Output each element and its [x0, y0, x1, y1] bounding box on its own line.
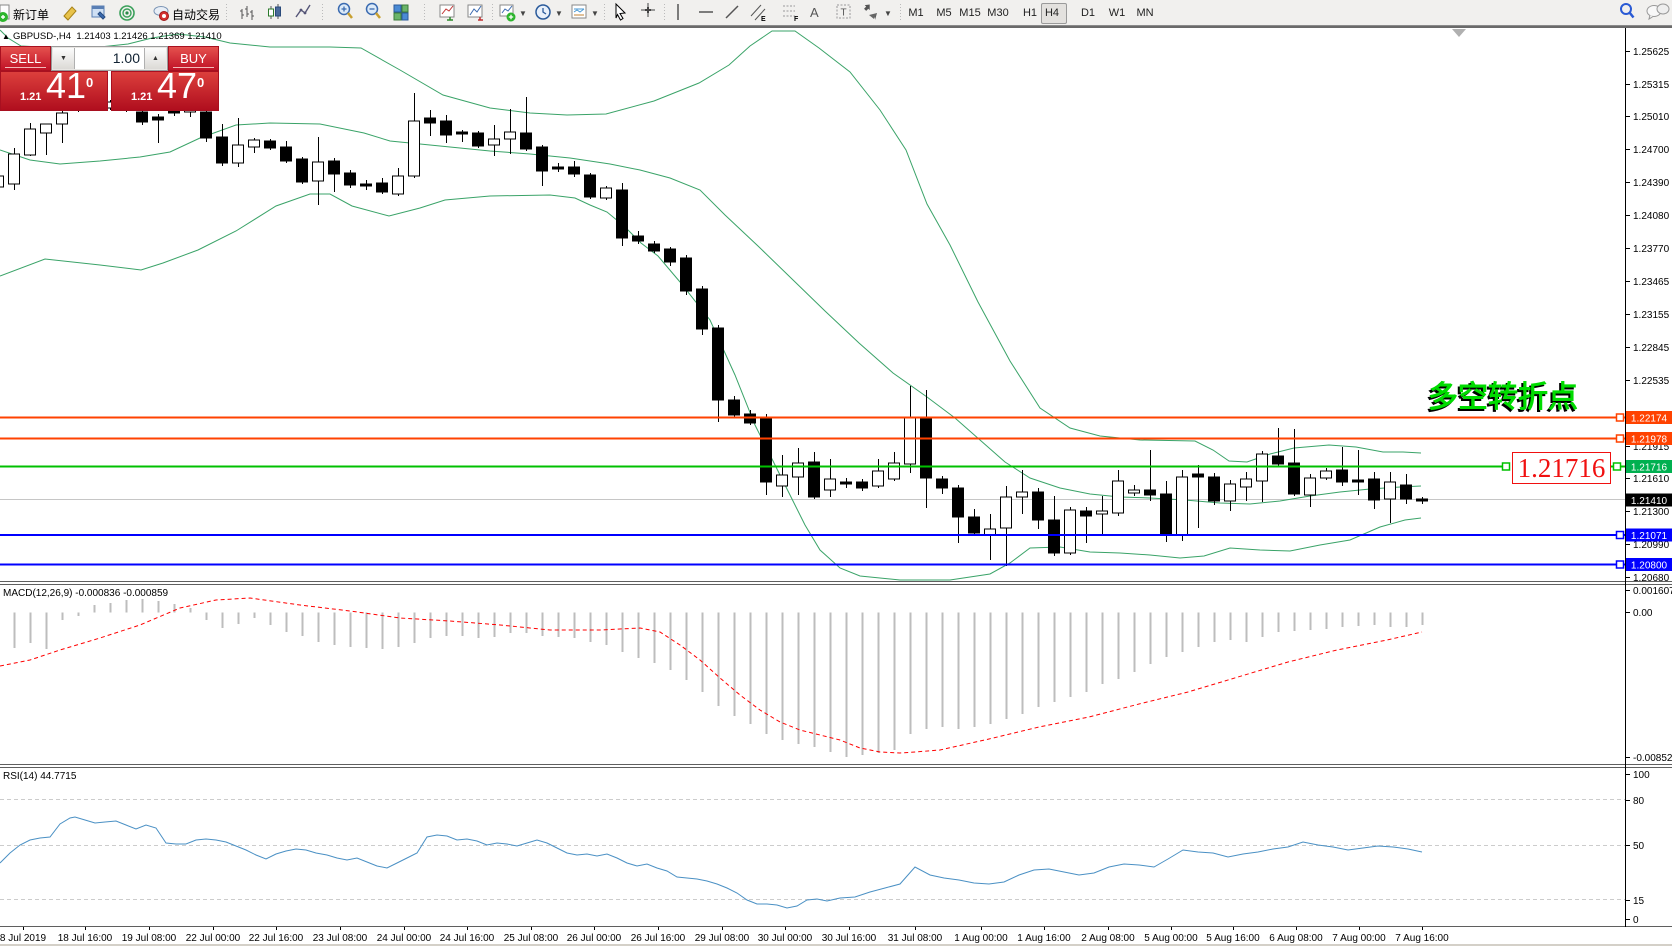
svg-text:22 Jul 16:00: 22 Jul 16:00 [249, 933, 304, 944]
svg-text:1.20800: 1.20800 [1631, 561, 1668, 572]
svg-text:1.23465: 1.23465 [1633, 277, 1670, 288]
svg-text:23 Jul 08:00: 23 Jul 08:00 [313, 933, 368, 944]
svg-text:24 Jul 00:00: 24 Jul 00:00 [377, 933, 432, 944]
svg-text:1.25010: 1.25010 [1633, 112, 1670, 123]
svg-text:1.24080: 1.24080 [1633, 211, 1670, 222]
svg-text:RSI(14) 44.7715: RSI(14) 44.7715 [3, 771, 77, 782]
svg-text:30 Jul 16:00: 30 Jul 16:00 [822, 933, 877, 944]
svg-text:1.20990: 1.20990 [1633, 540, 1670, 551]
svg-text:1.23155: 1.23155 [1633, 310, 1670, 321]
svg-text:26 Jul 16:00: 26 Jul 16:00 [631, 933, 686, 944]
svg-text:6 Aug 08:00: 6 Aug 08:00 [1269, 933, 1323, 944]
svg-text:30 Jul 00:00: 30 Jul 00:00 [758, 933, 813, 944]
svg-text:1.21300: 1.21300 [1633, 507, 1670, 518]
svg-text:24 Jul 16:00: 24 Jul 16:00 [440, 933, 495, 944]
svg-text:-0.008522: -0.008522 [1633, 753, 1672, 764]
svg-text:22 Jul 00:00: 22 Jul 00:00 [186, 933, 241, 944]
svg-text:1.25625: 1.25625 [1633, 47, 1670, 58]
svg-text:1.21610: 1.21610 [1633, 474, 1670, 485]
svg-text:50: 50 [1633, 841, 1645, 852]
svg-text:25 Jul 08:00: 25 Jul 08:00 [504, 933, 559, 944]
svg-text:8 Jul 2019: 8 Jul 2019 [0, 933, 47, 944]
svg-text:1.20680: 1.20680 [1633, 573, 1670, 584]
svg-text:1.24390: 1.24390 [1633, 178, 1670, 189]
svg-text:19 Jul 08:00: 19 Jul 08:00 [122, 933, 177, 944]
svg-text:1.22845: 1.22845 [1633, 343, 1670, 354]
svg-text:F: F [794, 16, 799, 23]
svg-text:29 Jul 08:00: 29 Jul 08:00 [695, 933, 750, 944]
svg-text:7 Aug 16:00: 7 Aug 16:00 [1395, 933, 1449, 944]
svg-text:26 Jul 00:00: 26 Jul 00:00 [567, 933, 622, 944]
svg-text:80: 80 [1633, 796, 1645, 807]
svg-text:1.22174: 1.22174 [1631, 414, 1668, 425]
svg-text:1.22535: 1.22535 [1633, 376, 1670, 387]
svg-text:1.21071: 1.21071 [1631, 531, 1668, 542]
svg-text:5 Aug 16:00: 5 Aug 16:00 [1206, 933, 1260, 944]
svg-text:E: E [761, 16, 766, 23]
svg-text:1.21410: 1.21410 [1631, 496, 1668, 507]
svg-text:1.25315: 1.25315 [1633, 80, 1670, 91]
svg-text:0.00: 0.00 [1633, 608, 1653, 619]
svg-text:31 Jul 08:00: 31 Jul 08:00 [888, 933, 943, 944]
svg-text:2 Aug 08:00: 2 Aug 08:00 [1081, 933, 1135, 944]
svg-text:5 Aug 00:00: 5 Aug 00:00 [1144, 933, 1198, 944]
svg-text:18 Jul 16:00: 18 Jul 16:00 [58, 933, 113, 944]
svg-text:1.21716: 1.21716 [1631, 463, 1668, 474]
svg-text:0: 0 [1633, 915, 1639, 926]
svg-text:T: T [841, 8, 847, 19]
svg-text:1 Aug 16:00: 1 Aug 16:00 [1017, 933, 1071, 944]
svg-text:1 Aug 00:00: 1 Aug 00:00 [954, 933, 1008, 944]
svg-text:7 Aug 00:00: 7 Aug 00:00 [1332, 933, 1386, 944]
svg-text:MACD(12,26,9) -0.000836 -0.000: MACD(12,26,9) -0.000836 -0.000859 [3, 588, 169, 599]
svg-text:100: 100 [1633, 770, 1650, 781]
svg-text:15: 15 [1633, 896, 1645, 907]
svg-text:1.24700: 1.24700 [1633, 145, 1670, 156]
svg-text:1.21978: 1.21978 [1631, 435, 1668, 446]
svg-text:1.21915: 1.21915 [1633, 442, 1670, 453]
svg-text:1.23770: 1.23770 [1633, 244, 1670, 255]
svg-text:0.001607: 0.001607 [1633, 586, 1672, 597]
